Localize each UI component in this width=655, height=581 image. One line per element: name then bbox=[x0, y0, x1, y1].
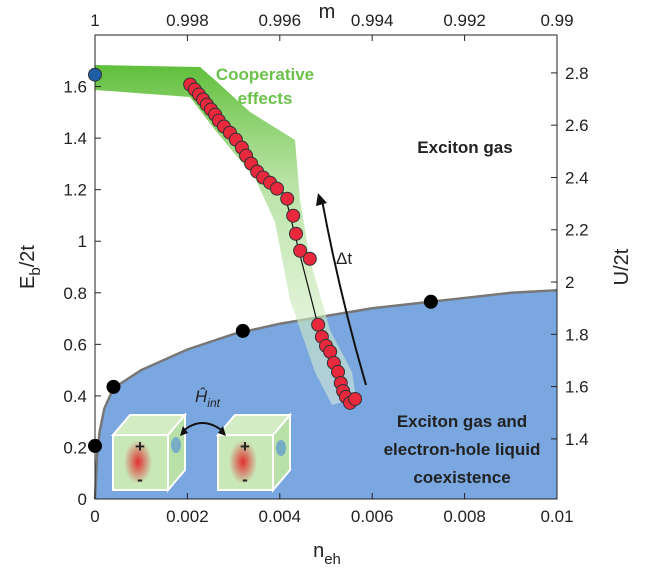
cube-left: + - bbox=[110, 412, 188, 493]
y-axis-title: Eb/2t bbox=[17, 245, 44, 289]
cube-right: + - bbox=[215, 412, 293, 493]
data-point bbox=[348, 391, 363, 406]
data-point bbox=[235, 323, 250, 338]
y-tick-label: 1.2 bbox=[63, 181, 87, 200]
hamiltonian: Ĥint bbox=[195, 387, 221, 410]
exciton-gas-label: Exciton gas bbox=[417, 138, 512, 157]
y2-tick-label: 2 bbox=[565, 273, 574, 292]
boundary-line bbox=[93, 288, 558, 500]
x-tick-label: 0.008 bbox=[443, 507, 486, 526]
hamiltonian-sub: int bbox=[207, 396, 220, 410]
time-arrow bbox=[321, 199, 367, 386]
dt-label: Δt bbox=[336, 249, 352, 268]
arrow-head bbox=[316, 193, 327, 206]
x-title-sub: eh bbox=[324, 551, 341, 568]
plus-sign: + bbox=[240, 437, 250, 456]
y-tick-label: 0 bbox=[78, 490, 87, 509]
x2-tick-label: 0.998 bbox=[166, 11, 209, 30]
y-tick-label: 1.6 bbox=[63, 78, 87, 97]
x-tick-label: 0 bbox=[90, 507, 99, 526]
x2-tick-label: 0.992 bbox=[443, 11, 486, 30]
coexistence-label: coexistence bbox=[413, 468, 510, 487]
x-tick-label: 0.006 bbox=[351, 507, 394, 526]
data-point bbox=[288, 226, 303, 241]
y2-tick-label: 2.2 bbox=[565, 221, 589, 240]
coexistence-label: electron-hole liquid bbox=[384, 440, 541, 459]
y-tick-label: 0.4 bbox=[63, 387, 87, 406]
y-tick-label: 0.8 bbox=[63, 284, 87, 303]
y2-axis-title: U/2t bbox=[611, 248, 633, 285]
data-point bbox=[311, 317, 326, 332]
plus-sign: + bbox=[135, 437, 145, 456]
data-point bbox=[88, 438, 102, 453]
x-tick-label: 0.01 bbox=[540, 507, 573, 526]
arrow-head bbox=[180, 426, 188, 436]
coexistence-label: Exciton gas and bbox=[397, 412, 527, 431]
data-point bbox=[106, 379, 121, 394]
y2-tick-label: 1.4 bbox=[565, 430, 589, 449]
y2-tick-label: 1.8 bbox=[565, 325, 589, 344]
plot-frame bbox=[94, 34, 558, 500]
x2-tick-label: 0.994 bbox=[351, 11, 394, 30]
minus-sign: - bbox=[242, 470, 248, 489]
data-point bbox=[280, 191, 295, 206]
x-tick-label: 0.004 bbox=[259, 507, 302, 526]
x2-axis-title: m bbox=[319, 1, 336, 23]
x-tick-label: 0.002 bbox=[166, 507, 209, 526]
y-title-main: E bbox=[17, 276, 39, 289]
cooperative-label: effects bbox=[238, 89, 293, 108]
data-point bbox=[270, 181, 285, 196]
arrow-head bbox=[218, 426, 226, 436]
x2-tick-label: 0.996 bbox=[259, 11, 302, 30]
x-axis-title: neh bbox=[313, 540, 341, 568]
data-point bbox=[88, 67, 102, 82]
data-point bbox=[302, 251, 317, 266]
y-title-rest: /2t bbox=[17, 245, 39, 268]
cooperative-label: Cooperative bbox=[216, 65, 314, 84]
minus-sign: - bbox=[137, 470, 143, 489]
x2-tick-label: 0.99 bbox=[540, 11, 573, 30]
y-tick-label: 1 bbox=[78, 232, 87, 251]
hamiltonian-symbol: Ĥ bbox=[195, 387, 208, 406]
data-point bbox=[293, 243, 308, 258]
y2-tick-label: 2.8 bbox=[565, 64, 589, 83]
data-point bbox=[286, 208, 301, 223]
cooperative-band bbox=[95, 65, 356, 405]
y2-tick-label: 2.6 bbox=[565, 116, 589, 135]
y-tick-label: 1.4 bbox=[63, 129, 87, 148]
y-title-sub: b bbox=[27, 267, 44, 275]
x2-tick-label: 1 bbox=[90, 11, 99, 30]
data-point bbox=[423, 294, 438, 309]
y-tick-label: 0.6 bbox=[63, 335, 87, 354]
y2-tick-label: 2.4 bbox=[565, 168, 589, 187]
y2-tick-label: 1.6 bbox=[565, 378, 589, 397]
x-title-main: n bbox=[313, 540, 324, 562]
y-tick-label: 0.2 bbox=[63, 438, 87, 457]
